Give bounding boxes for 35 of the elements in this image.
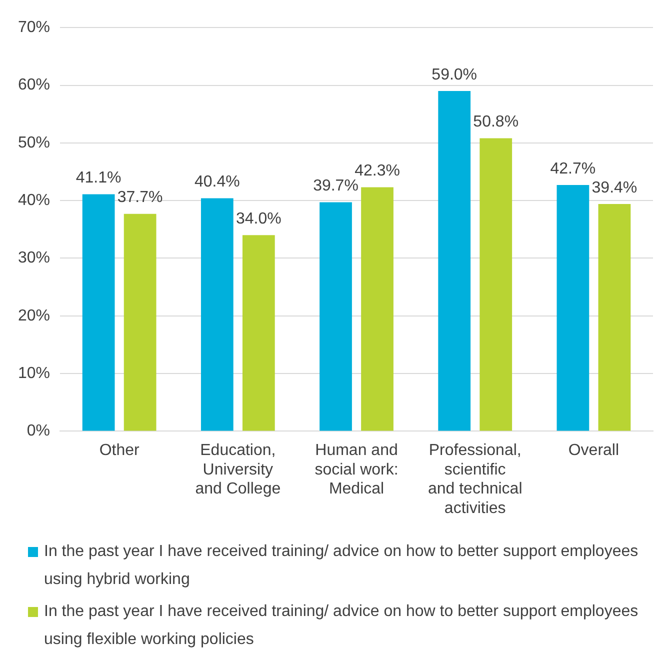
- y-tick-label: 60%: [18, 76, 50, 94]
- y-tick-label: 70%: [18, 19, 50, 36]
- y-tick-label: 50%: [18, 134, 50, 152]
- bar: [598, 204, 631, 431]
- bar: [556, 185, 590, 431]
- text: 41.1%: [76, 170, 122, 187]
- text: 39.7%: [313, 178, 358, 195]
- legend-label: In the past year I have received training/ advice on how to better support employees using flexible working policies: [44, 602, 640, 650]
- text: 39.4%: [592, 179, 638, 196]
- text: 42.7%: [550, 160, 596, 178]
- y-tick-label: 0%: [26, 422, 50, 440]
- x-tick-label: Human and social work: Medical: [314, 442, 398, 498]
- x-tick-label: Professional, scientific and technical activities: [428, 442, 522, 517]
- bar: [361, 187, 394, 431]
- text: 37.7%: [117, 189, 163, 206]
- text: 40.4%: [194, 174, 240, 191]
- text: 42.3%: [354, 162, 400, 180]
- bar: [438, 91, 471, 431]
- bar: [82, 194, 115, 431]
- x-tick-label: Overall: [568, 442, 620, 460]
- y-tick-label: 30%: [18, 250, 50, 267]
- bar: [200, 198, 234, 431]
- text: 50.8%: [473, 114, 519, 131]
- y-tick-label: 40%: [18, 192, 50, 209]
- bar: [242, 235, 275, 431]
- legend-label: In the past year I have received training/ advice on how to better support employees using hybrid working: [44, 542, 640, 590]
- x-tick-label: Education, University and College: [195, 442, 281, 498]
- text: 59.0%: [432, 66, 478, 84]
- y-tick-label: 10%: [18, 364, 50, 382]
- bar: [480, 138, 512, 431]
- y-tick-label: 20%: [18, 307, 50, 324]
- bar: [124, 214, 156, 431]
- bar: [320, 202, 352, 431]
- text: 34.0%: [236, 210, 282, 228]
- x-tick-label: Other: [99, 442, 140, 460]
